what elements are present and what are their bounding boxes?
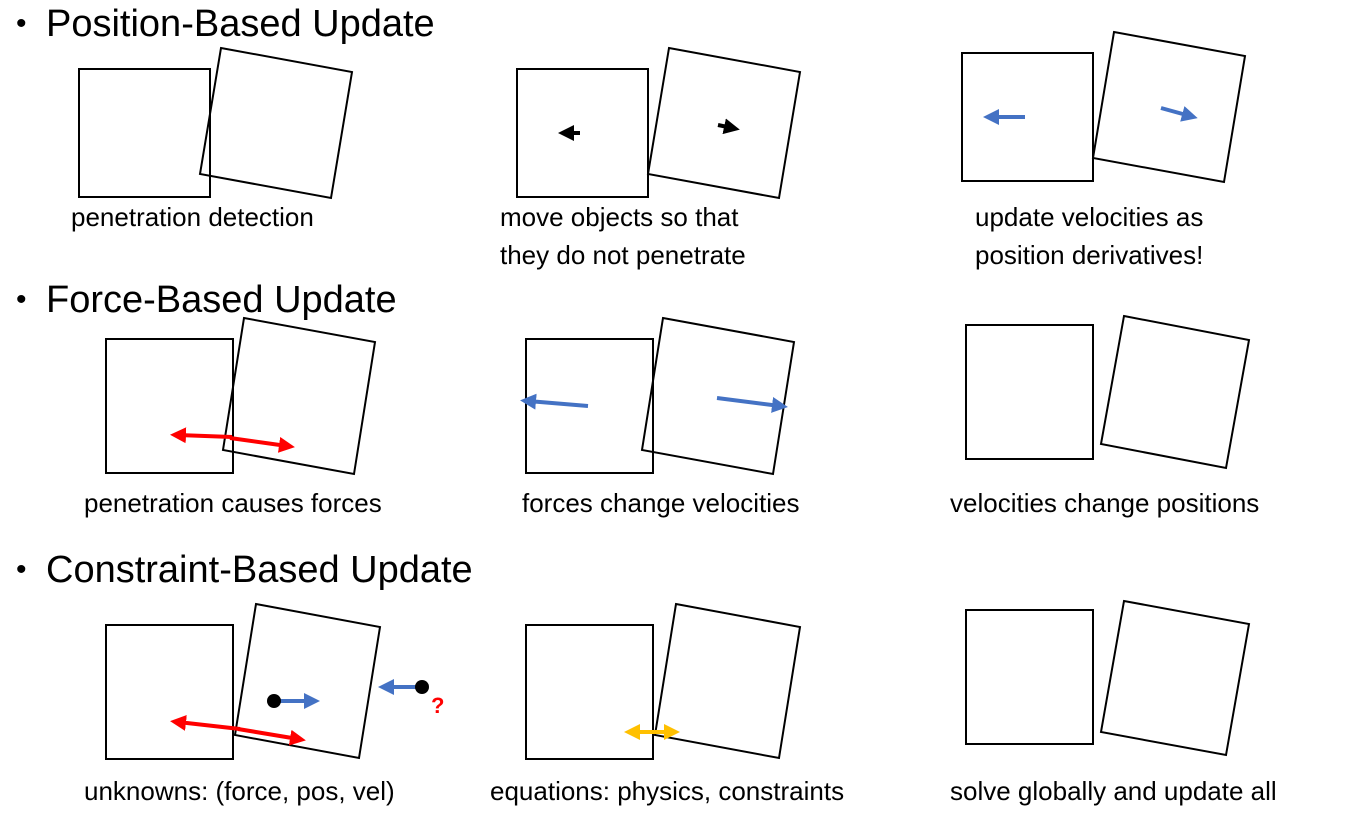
bullet: • xyxy=(16,7,27,40)
force-arrow-right xyxy=(237,727,306,746)
velocity-arrow-right xyxy=(1160,106,1198,122)
heading-text: Force-Based Update xyxy=(46,279,397,321)
box-right-rotated xyxy=(640,316,796,476)
unknown-point xyxy=(415,680,429,694)
bullet: • xyxy=(16,553,27,586)
caption-equations: equations: physics, constraints xyxy=(490,776,845,806)
position-arrow-right xyxy=(717,118,740,135)
box-left xyxy=(525,338,654,474)
box-left xyxy=(965,324,1094,460)
box-left xyxy=(105,624,234,760)
box-left xyxy=(525,624,654,760)
caption-velocities-positions: velocities change positions xyxy=(950,488,1260,518)
box-left xyxy=(78,68,211,198)
heading-position-based: • Position-Based Update xyxy=(16,2,435,46)
heading-text: Constraint-Based Update xyxy=(46,549,473,591)
box-right-rotated xyxy=(233,602,382,760)
heading-text: Position-Based Update xyxy=(46,3,435,45)
caption-forces-velocities: forces change velocities xyxy=(522,488,800,518)
velocity-arrow-right xyxy=(716,396,788,413)
force-arrow-left xyxy=(170,714,241,731)
heading-force-based: • Force-Based Update xyxy=(16,278,397,322)
caption-penetration-detection: penetration detection xyxy=(71,202,314,232)
caption-solve-globally: solve globally and update all xyxy=(950,776,1277,806)
force-arrow-right xyxy=(229,436,295,453)
box-left xyxy=(105,338,234,474)
velocity-arrow-left xyxy=(520,393,589,410)
question-mark: ? xyxy=(431,693,444,718)
box-right-rotated xyxy=(198,46,354,200)
box-right-rotated xyxy=(1091,30,1247,184)
caption-move-objects: move objects so that they do not penetra… xyxy=(500,202,746,270)
caption-update-velocities: update velocities as position derivative… xyxy=(975,202,1204,270)
unknown-point xyxy=(267,694,281,708)
box-left xyxy=(965,609,1094,745)
box-right-rotated xyxy=(1099,314,1251,470)
force-arrow-left xyxy=(170,427,233,444)
caption-penetration-forces: penetration causes forces xyxy=(84,488,382,518)
box-right-rotated xyxy=(221,316,377,476)
box-left xyxy=(516,68,649,198)
box-left xyxy=(961,52,1094,182)
box-right-rotated xyxy=(653,602,802,760)
bullet: • xyxy=(16,283,27,316)
heading-constraint-based: • Constraint-Based Update xyxy=(16,548,473,592)
box-right-rotated xyxy=(646,46,802,200)
box-right-rotated xyxy=(1099,599,1251,757)
caption-unknowns: unknowns: (force, pos, vel) xyxy=(84,776,395,806)
